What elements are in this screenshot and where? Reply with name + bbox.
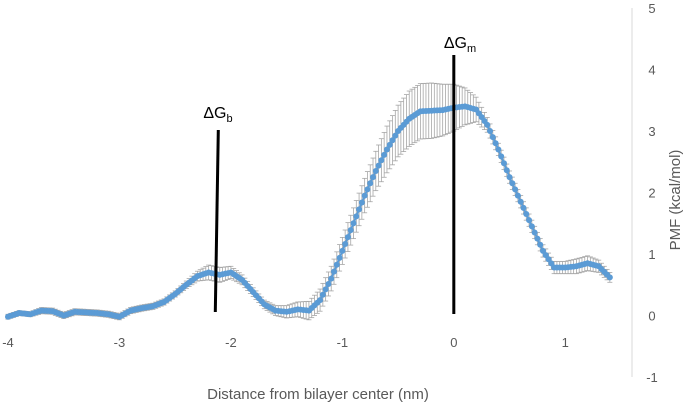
pmf-points	[5, 103, 613, 320]
data-point	[331, 268, 338, 275]
data-point	[319, 291, 326, 298]
y-tick-label: 2	[648, 186, 655, 201]
data-point	[526, 217, 533, 224]
data-point	[367, 180, 374, 187]
annotation-m: ΔGm	[444, 35, 476, 314]
data-point	[386, 141, 393, 148]
x-tick-label: -1	[337, 335, 349, 350]
data-point	[381, 151, 388, 158]
data-point	[531, 229, 538, 236]
data-point	[492, 140, 499, 147]
data-point	[514, 192, 521, 199]
data-point	[498, 153, 505, 160]
data-point	[534, 235, 541, 242]
y-tick-label: 0	[648, 309, 655, 324]
y-axis-title: PMF (kcal/mol)	[667, 150, 684, 251]
data-point	[606, 274, 613, 281]
y-tick-label: 4	[648, 63, 655, 78]
data-point	[322, 286, 329, 293]
data-point	[375, 162, 382, 169]
data-point	[328, 275, 335, 282]
data-point	[358, 199, 365, 206]
data-point	[361, 192, 368, 199]
data-point	[509, 180, 516, 187]
data-point	[523, 211, 530, 218]
y-tick-label: 5	[648, 1, 655, 16]
data-point	[528, 223, 535, 230]
y-tick-label: -1	[646, 370, 658, 385]
x-tick-label: -2	[225, 335, 237, 350]
data-point	[517, 198, 524, 205]
data-point	[487, 128, 494, 134]
data-point	[317, 297, 324, 304]
data-point	[506, 174, 513, 181]
pmf-series-line	[7, 105, 611, 318]
data-point	[484, 121, 491, 128]
data-point	[325, 280, 332, 287]
x-axis-title: Distance from bilayer center (nm)	[207, 386, 429, 403]
data-point	[537, 241, 544, 248]
data-point	[370, 174, 377, 181]
data-point	[342, 241, 349, 248]
data-point	[372, 167, 379, 174]
annotation-b: ΔGb	[203, 105, 233, 313]
x-tick-labels: -4 -3 -2 -1 0 1	[2, 335, 569, 350]
y-tick-label: 3	[648, 124, 655, 139]
data-point	[392, 132, 399, 139]
annotation-label: ΔGm	[444, 35, 476, 55]
data-point	[503, 167, 510, 174]
data-point	[383, 146, 390, 153]
data-point	[347, 227, 354, 234]
y-tick-label: 1	[648, 247, 655, 262]
data-point	[356, 206, 363, 213]
x-tick-label: -4	[2, 335, 14, 350]
data-point	[489, 134, 496, 141]
x-tick-label: -3	[114, 335, 126, 350]
annotation-line	[213, 129, 220, 313]
data-point	[333, 261, 340, 268]
data-point	[512, 186, 519, 193]
data-point	[520, 204, 527, 211]
data-point	[353, 213, 360, 220]
data-point	[500, 160, 507, 167]
data-point	[336, 254, 343, 261]
x-tick-label: 0	[450, 335, 457, 350]
data-point	[364, 186, 371, 193]
annotations: ΔGb ΔGm	[203, 35, 476, 314]
y-tick-labels: -1 0 1 2 3 4 5	[646, 1, 658, 385]
data-point	[339, 247, 346, 254]
data-point	[344, 234, 351, 241]
annotation-label: ΔGb	[203, 105, 232, 125]
x-tick-label: 1	[562, 335, 569, 350]
data-point	[495, 146, 502, 153]
data-point	[378, 157, 385, 164]
data-point	[350, 220, 357, 227]
data-point	[389, 137, 396, 144]
